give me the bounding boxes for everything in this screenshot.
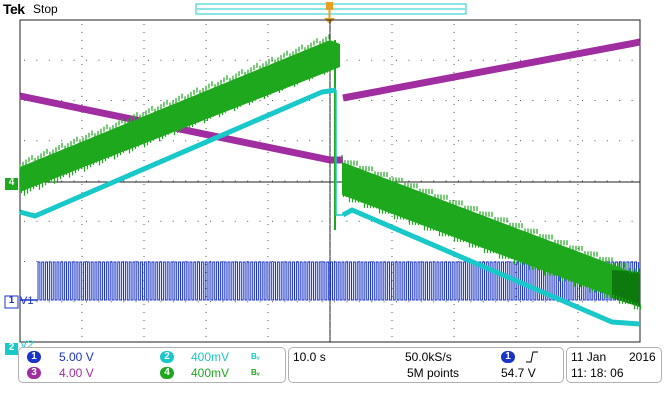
ch4-waveform xyxy=(19,34,642,310)
time: 11: 18: 06 xyxy=(571,366,624,380)
ch4-ground-marker[interactable] xyxy=(5,178,18,190)
ch3-scale: 4.00 V xyxy=(59,366,94,380)
ch4-scale: 400mV xyxy=(191,366,230,380)
ch1-ground-marker[interactable] xyxy=(4,295,19,309)
record-length: 5M points xyxy=(407,366,460,380)
status-bar: 1 5.00 V 2 400mV Bᵥ 3 4.00 V 4 400mV Bᵥ … xyxy=(18,347,662,383)
ch1-level-label: V1 xyxy=(20,295,34,307)
ch2-bandwidth-limit-icon: Bᵥ xyxy=(251,352,260,361)
date: 11 Jan xyxy=(571,350,607,364)
datetime-panel: 11 Jan 2016 11: 18: 06 xyxy=(566,347,662,383)
rising-edge-icon xyxy=(526,351,538,363)
ch2-ground-marker[interactable] xyxy=(5,343,18,355)
timebase-trigger-panel[interactable]: 10.0 s 50.0kS/s 5M points 1 54.7 V xyxy=(288,347,564,383)
ch4-marker-label: 4 xyxy=(8,177,15,188)
sample-rate: 50.0kS/s xyxy=(405,350,452,364)
acquisition-state: Stop xyxy=(33,2,58,16)
ch4-badge[interactable]: 4 xyxy=(160,367,174,379)
ch4-bandwidth-limit-icon: Bᵥ xyxy=(251,368,260,377)
ch3-badge[interactable]: 3 xyxy=(27,367,41,379)
ch1-badge[interactable]: 1 xyxy=(27,351,41,363)
ch2-waveform xyxy=(19,87,641,327)
ch2-scale: 400mV xyxy=(191,350,230,364)
ch2-badge[interactable]: 2 xyxy=(160,351,174,363)
year: 2016 xyxy=(629,350,656,364)
brand-logo: Tek xyxy=(3,1,25,17)
trigger-level: 54.7 V xyxy=(501,366,536,380)
channel-settings-panel[interactable]: 1 5.00 V 2 400mV Bᵥ 3 4.00 V 4 400mV Bᵥ xyxy=(18,347,286,383)
horizontal-scale: 10.0 s xyxy=(293,350,326,364)
ch1-waveform xyxy=(20,261,639,301)
ch2-marker-label: 2 xyxy=(8,342,15,353)
trigger-source-badge[interactable]: 1 xyxy=(501,351,515,363)
ch1-scale: 5.00 V xyxy=(59,350,94,364)
ch1-marker-label: 1 xyxy=(8,295,15,306)
